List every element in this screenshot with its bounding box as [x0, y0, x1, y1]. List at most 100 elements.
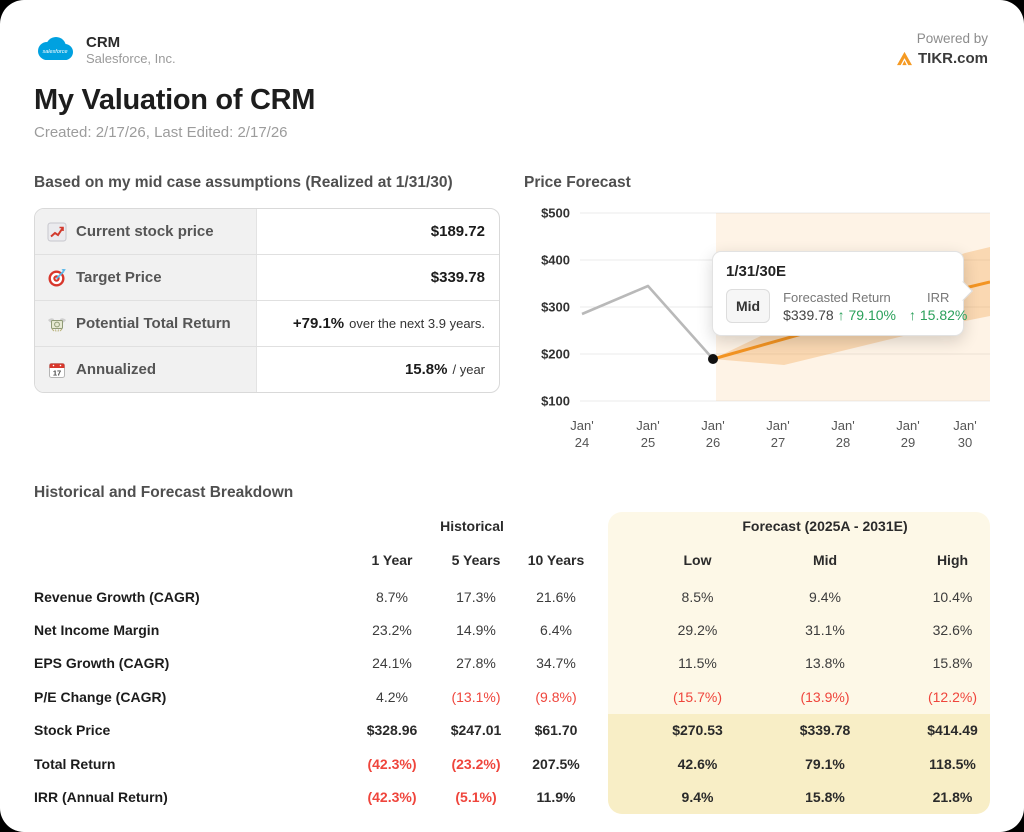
salesforce-logo-icon: salesforce: [38, 37, 73, 61]
summary-row-label: Annualized: [76, 361, 157, 378]
cell: 8.5%: [681, 588, 714, 605]
cell: 32.6%: [932, 622, 973, 639]
forecast-highlight-background: [608, 714, 990, 814]
chart-increasing-icon: [47, 222, 67, 241]
summary-row-label: Target Price: [76, 269, 162, 286]
summary-row-value-suffix: over the next 3.9 years.: [349, 316, 485, 331]
y-axis-tick: $300: [541, 300, 570, 315]
breakdown-table: Historical Forecast (2025A - 2031E) 1 Ye…: [34, 512, 990, 814]
row-label: P/E Change (CAGR): [34, 688, 167, 705]
cell: (5.1%): [455, 789, 497, 806]
x-axis-tick: Jan': [636, 418, 659, 433]
cell: 118.5%: [929, 755, 976, 772]
summary-row-value: $189.72: [430, 223, 485, 240]
x-axis-tick: Jan': [953, 418, 976, 433]
tikr-link[interactable]: TIKR.com: [896, 50, 988, 67]
tooltip-price: $339.78: [783, 306, 834, 323]
current-price-marker[interactable]: [708, 354, 718, 364]
summary-row-value-main: +79.1%: [292, 315, 345, 332]
table-row: Potential Total Return +79.1% over the n…: [35, 300, 499, 346]
cell: (42.3%): [367, 755, 417, 772]
table-row: Net Income Margin 23.2% 14.9% 6.4% 29.2%…: [34, 613, 990, 646]
col-10-years: 10 Years: [527, 552, 585, 568]
chart-tooltip: 1/31/30E Mid Forecasted Return $339.78 ↑…: [712, 251, 973, 336]
table-row: Stock Price $328.96 $247.01 $61.70 $270.…: [34, 714, 990, 747]
group-header-row: Historical Forecast (2025A - 2031E): [34, 512, 990, 540]
historical-price-line: [581, 284, 714, 360]
x-axis-tick: Jan': [570, 418, 593, 433]
summary-row-value: +79.1% over the next 3.9 years.: [257, 301, 499, 346]
cell: 17.3%: [456, 588, 496, 605]
cell: 42.6%: [677, 755, 718, 772]
x-axis-tick: Jan': [701, 418, 724, 433]
table-row: Revenue Growth (CAGR) 8.7% 17.3% 21.6% 8…: [34, 580, 990, 613]
col-5-years: 5 Years: [451, 552, 501, 568]
x-axis-tick: Jan': [896, 418, 919, 433]
valuation-summary-table: Current stock price $189.72 Target Price…: [34, 208, 500, 393]
col-1-year: 1 Year: [371, 552, 413, 568]
table-row: IRR (Annual Return) (42.3%) (5.1%) 11.9%…: [34, 780, 990, 813]
summary-row-value: $339.78: [430, 269, 485, 286]
cell: 11.5%: [678, 655, 717, 672]
y-axis-tick: $200: [541, 347, 570, 362]
cell: (42.3%): [367, 789, 417, 806]
ticker-symbol: CRM: [86, 34, 121, 51]
company-brand: salesforce CRM Salesforce, Inc.: [34, 34, 176, 67]
cell: 15.8%: [805, 789, 845, 806]
cell: $328.96: [366, 722, 418, 739]
cell: 24.1%: [372, 655, 412, 672]
powered-by: Powered by TIKR.com: [896, 31, 988, 67]
tooltip-date: 1/31/30E: [726, 263, 787, 280]
x-axis-tick: 25: [641, 435, 655, 450]
tikr-brand-text: TIKR.com: [917, 50, 988, 67]
created-edited-meta: Created: 2/17/26, Last Edited: 2/17/26: [34, 124, 288, 141]
x-axis-tick: 29: [901, 435, 915, 450]
cell: 9.4%: [681, 789, 714, 806]
forecasted-return-label: Forecasted Return: [783, 289, 891, 305]
row-label: Revenue Growth (CAGR): [34, 588, 200, 605]
cell: 8.7%: [376, 588, 408, 605]
breakdown-heading: Historical and Forecast Breakdown: [34, 484, 294, 501]
row-label: Stock Price: [34, 722, 111, 739]
x-axis-tick: 27: [771, 435, 785, 450]
cell: (12.2%): [927, 688, 978, 705]
y-axis-tick: $100: [541, 394, 570, 409]
cell: 207.5%: [532, 755, 580, 772]
row-label: Net Income Margin: [34, 622, 160, 639]
cell: 15.8%: [932, 655, 973, 672]
calendar-icon: 17: [49, 362, 65, 378]
irr-label: IRR: [926, 289, 950, 305]
table-row: P/E Change (CAGR) 4.2% (13.1%) (9.8%) (1…: [34, 680, 990, 713]
cell: (23.2%): [451, 755, 501, 772]
cell: (13.1%): [451, 688, 501, 705]
svg-text:17: 17: [53, 368, 61, 377]
col-high: High: [936, 552, 969, 568]
summary-row-value-suffix: / year: [452, 362, 485, 377]
column-header-row: 1 Year 5 Years 10 Years Low Mid High: [34, 540, 990, 580]
cell: $270.53: [672, 722, 723, 739]
cell: (13.9%): [800, 688, 850, 705]
row-label: EPS Growth (CAGR): [34, 655, 170, 672]
mid-case-badge[interactable]: Mid: [726, 289, 771, 323]
cell: 21.6%: [536, 588, 576, 605]
cell: 23.2%: [372, 622, 412, 639]
cell: 21.8%: [932, 789, 973, 806]
cell: $339.78: [799, 722, 851, 739]
col-low: Low: [683, 552, 712, 568]
row-label: IRR (Annual Return): [34, 789, 168, 806]
tooltip-return-pct: ↑ 79.10%: [837, 306, 896, 323]
y-axis-tick: $500: [541, 206, 570, 221]
cell: 27.8%: [456, 655, 496, 672]
col-mid: Mid: [812, 552, 838, 568]
cell: 9.4%: [809, 588, 841, 605]
historical-group-label: Historical: [440, 518, 504, 534]
table-row: Current stock price $189.72: [35, 209, 499, 254]
cell: $247.01: [450, 722, 502, 739]
x-axis-tick: 24: [575, 435, 589, 450]
cell: (9.8%): [535, 688, 577, 705]
cell: 11.9%: [536, 789, 576, 806]
y-axis-tick: $400: [541, 253, 570, 268]
x-axis-tick: 26: [706, 435, 720, 450]
cell: $61.70: [534, 722, 578, 739]
